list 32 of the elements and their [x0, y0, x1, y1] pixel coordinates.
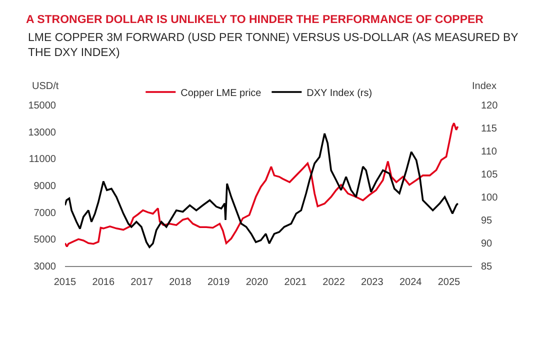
y-tick-label: 5000 — [34, 234, 56, 246]
y2-tick-label: 120 — [481, 100, 498, 112]
y2-tick-label: 105 — [481, 170, 498, 180]
y2-tick-label: 90 — [481, 238, 493, 250]
y-tick-label: 11000 — [28, 154, 56, 166]
x-tick-label: 2022 — [322, 277, 346, 288]
x-tick-label: 2019 — [207, 277, 230, 288]
legend-label: DXY Index (rs) — [306, 88, 372, 99]
legend-label: Copper LME price — [180, 88, 262, 99]
chart-title: A STRONGER DOLLAR IS UNLIKELY TO HINDER THE PERFORMANCE OF COPPER — [26, 14, 484, 26]
y2-tick-label: 85 — [481, 262, 493, 272]
y2-tick-label: 110 — [481, 146, 498, 158]
x-tick-label: 2018 — [169, 277, 192, 288]
x-tick-label: 2024 — [399, 277, 422, 288]
y2-tick-label: 115 — [481, 124, 498, 134]
y-axis-title: USD/t — [32, 81, 59, 92]
y2-tick-label: 100 — [481, 192, 498, 204]
x-tick-label: 2015 — [54, 277, 77, 288]
x-tick-label: 2025 — [438, 277, 461, 288]
y-tick-label: 9000 — [34, 181, 56, 192]
x-tick-label: 2021 — [284, 277, 307, 288]
x-tick-label: 2020 — [246, 277, 269, 288]
x-tick-label: 2023 — [361, 277, 384, 288]
y-tick-label: 7000 — [34, 208, 56, 219]
y2-tick-label: 95 — [481, 216, 493, 226]
chart-subtitle: LME COPPER 3M FORWARD (USD PER TONNE) VERSUS US-DOLLAR (AS MEASURED BY THE DXY INDEX) — [28, 32, 519, 59]
y2-axis-title: Index — [472, 81, 496, 92]
x-tick-label: 2016 — [92, 277, 115, 288]
y-tick-label: 3000 — [34, 262, 56, 272]
x-tick-label: 2017 — [130, 277, 154, 288]
y-tick-label: 15000 — [28, 100, 56, 112]
y-tick-label: 13000 — [28, 127, 56, 138]
